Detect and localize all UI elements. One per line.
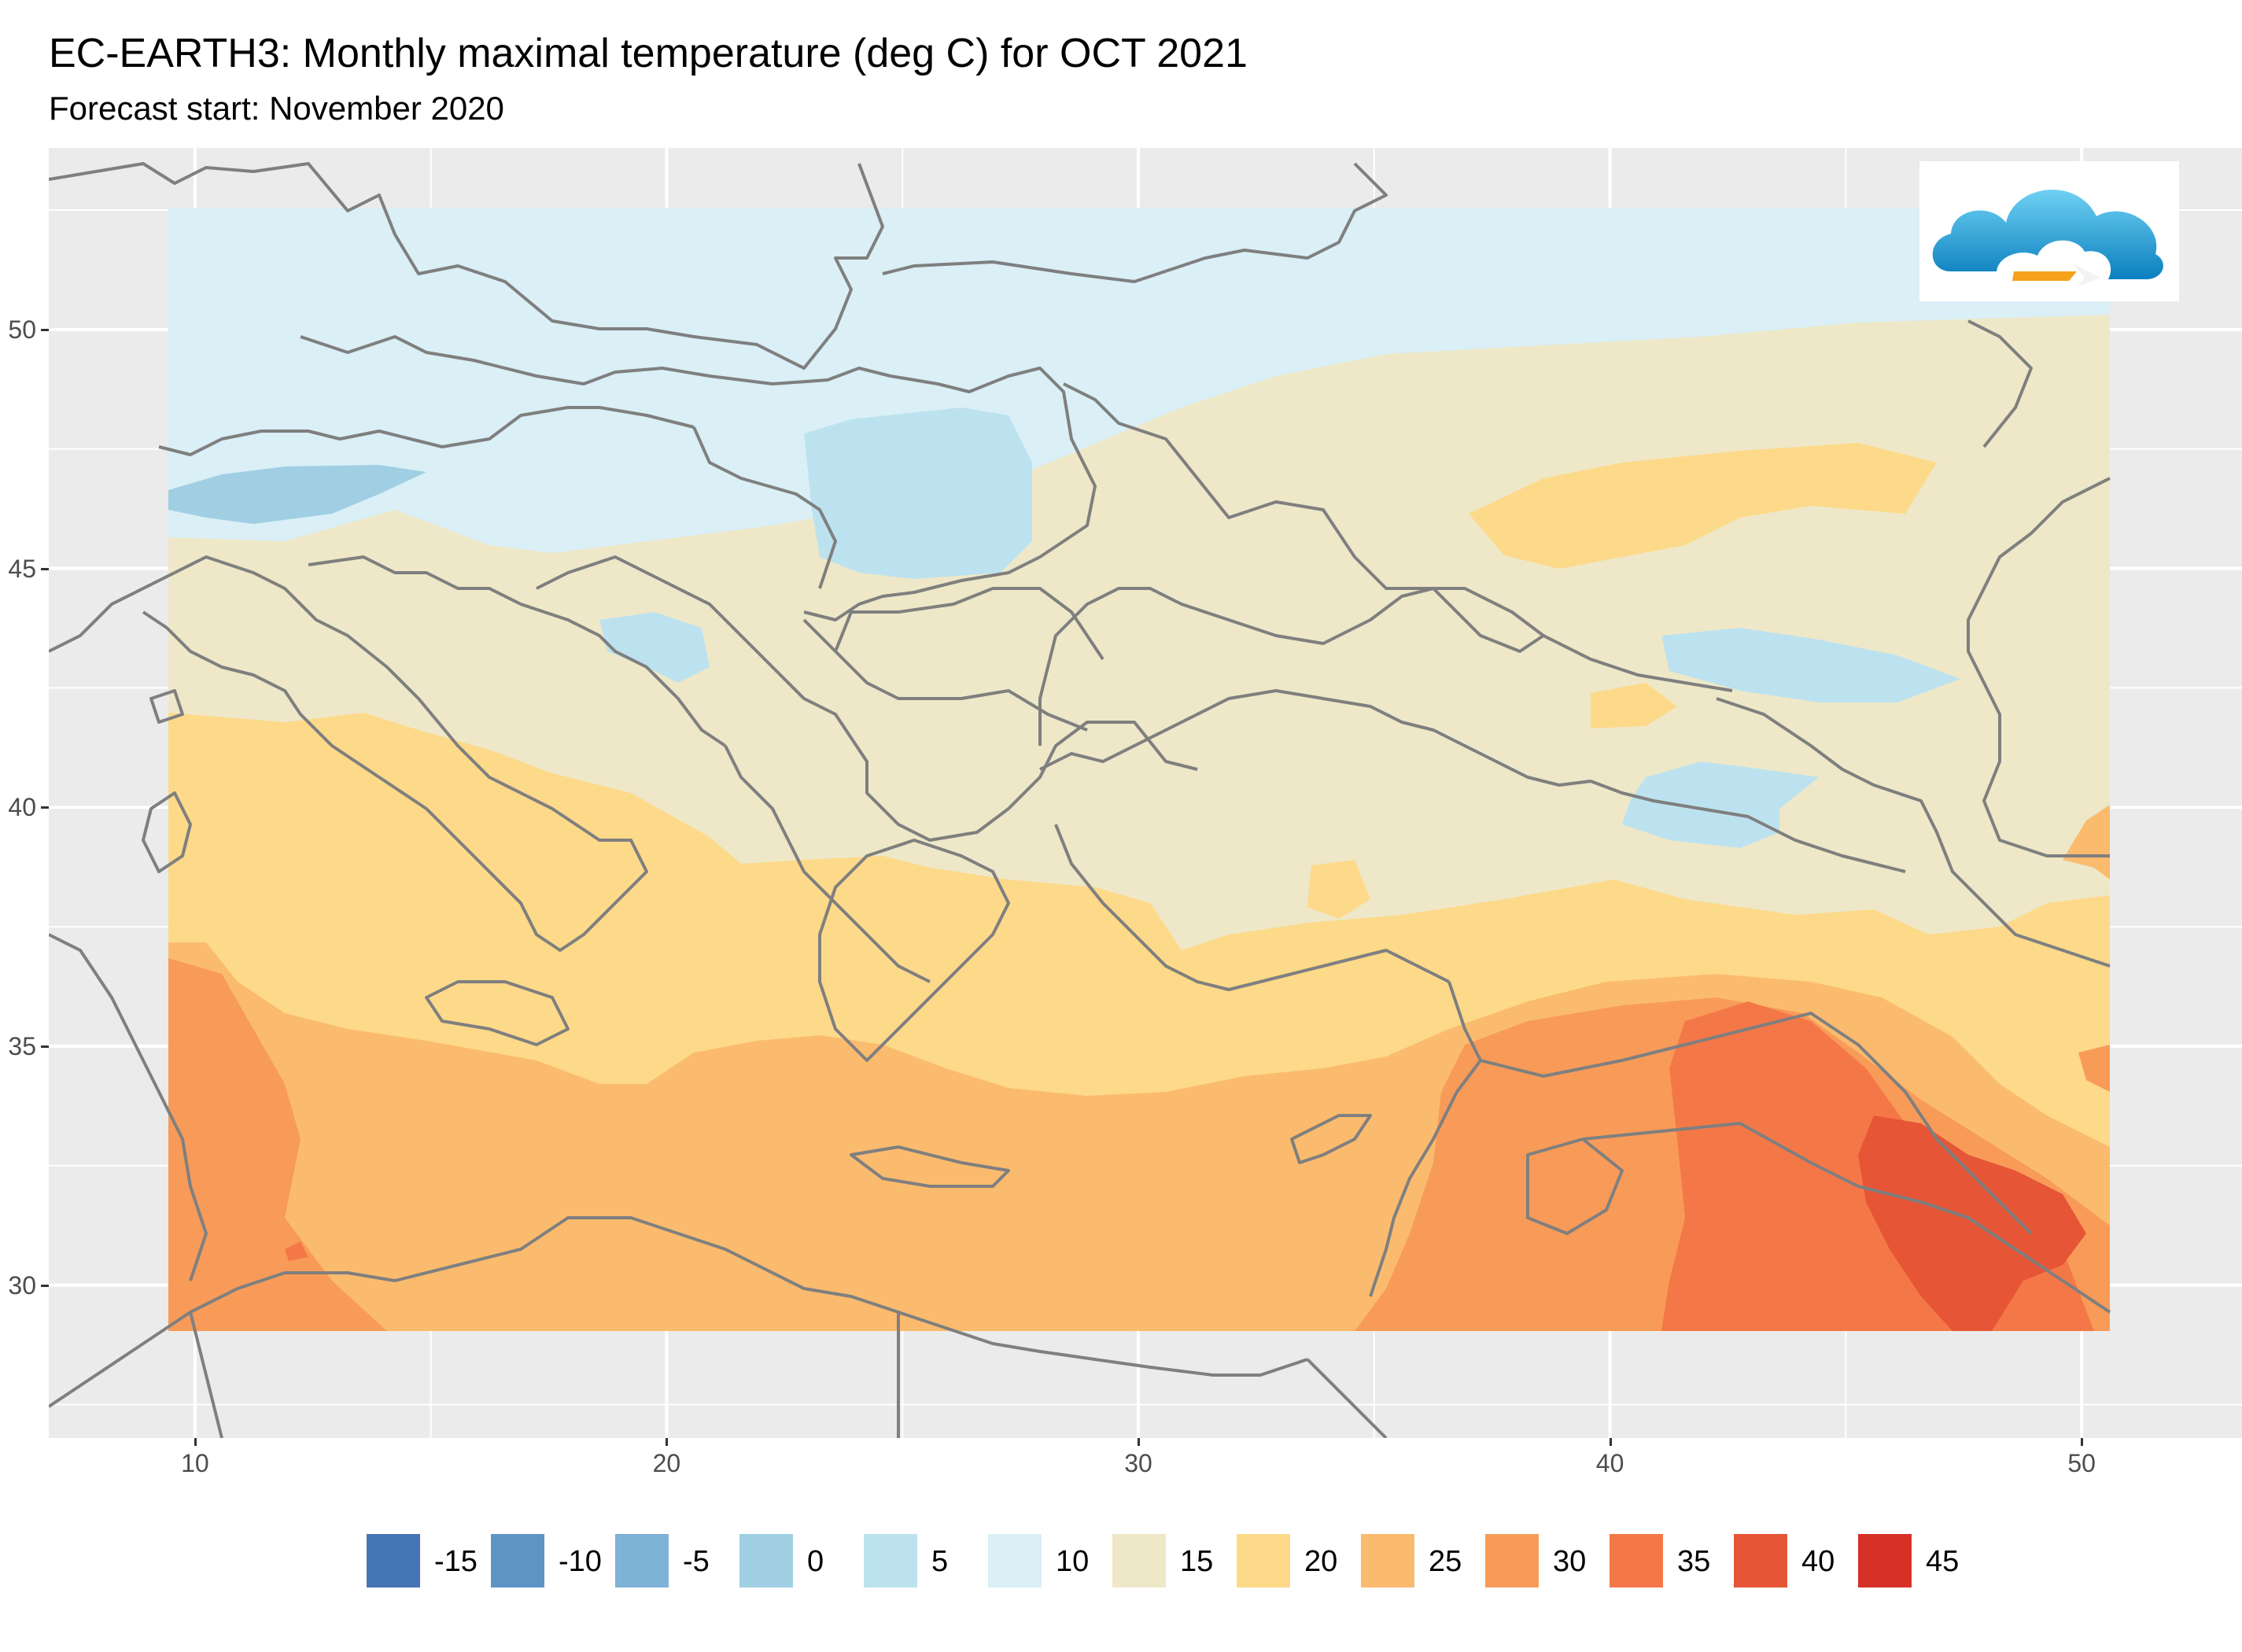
y-tick-mark — [41, 1045, 49, 1048]
legend-label: 35 — [1677, 1545, 1711, 1578]
legend-label: 15 — [1180, 1545, 1214, 1578]
y-tick-mark — [41, 567, 49, 570]
map-subtitle: Forecast start: November 2020 — [49, 90, 504, 127]
legend-swatch — [1858, 1534, 1912, 1587]
field-5-a — [804, 407, 1032, 579]
y-tick-mark — [41, 328, 49, 331]
legend-label: -10 — [559, 1545, 602, 1578]
legend-label: 25 — [1429, 1545, 1462, 1578]
x-tick-mark — [666, 1438, 669, 1446]
y-tick-mark — [41, 1284, 49, 1287]
legend-label: 5 — [931, 1545, 949, 1578]
x-tick-label: 30 — [1124, 1449, 1152, 1477]
legend-swatch — [1237, 1534, 1290, 1587]
field-5-b — [599, 612, 710, 683]
x-tick-label: 10 — [181, 1449, 209, 1477]
legend-label: 30 — [1553, 1545, 1587, 1578]
legend-label: 0 — [807, 1545, 824, 1578]
legend-swatch — [1112, 1534, 1166, 1587]
y-tick-label: 50 — [8, 315, 36, 344]
temperature-field — [168, 208, 2110, 1331]
map-title: EC-EARTH3: Monthly maximal temperature (… — [49, 31, 1248, 76]
field-35 — [285, 1001, 2094, 1331]
y-tick-label: 45 — [8, 554, 36, 583]
legend-swatch — [988, 1534, 1042, 1587]
legend-label: 10 — [1056, 1545, 1090, 1578]
legend-swatch — [615, 1534, 669, 1587]
y-tick-label: 40 — [8, 793, 36, 822]
legend-label: 20 — [1304, 1545, 1338, 1578]
legend-swatch — [739, 1534, 793, 1587]
legend-label: 45 — [1926, 1545, 1960, 1578]
legend-swatch — [1361, 1534, 1414, 1587]
cloud-logo-icon — [1932, 190, 2163, 287]
legend-swatch — [491, 1534, 544, 1587]
legend-swatch — [864, 1534, 917, 1587]
x-tick-mark — [194, 1438, 197, 1446]
temperature-map — [49, 148, 2242, 1438]
field-30 — [168, 958, 2110, 1331]
field-0 — [168, 465, 426, 524]
field-40 — [1858, 1115, 2086, 1331]
x-tick-label: 50 — [2067, 1449, 2096, 1477]
x-tick-label: 20 — [652, 1449, 681, 1477]
legend-label: -5 — [683, 1545, 710, 1578]
x-tick-mark — [1138, 1438, 1140, 1446]
logo — [1919, 161, 2179, 301]
legend-swatch — [1610, 1534, 1663, 1587]
y-tick-label: 35 — [8, 1031, 36, 1060]
y-tick-mark — [41, 806, 49, 809]
legend-swatch — [1485, 1534, 1539, 1587]
country-borders — [49, 162, 2111, 1438]
legend-label: -15 — [434, 1545, 478, 1578]
x-tick-label: 40 — [1595, 1449, 1624, 1477]
legend-swatch — [1734, 1534, 1787, 1587]
x-tick-mark — [1609, 1438, 1612, 1446]
legend-swatch — [367, 1534, 420, 1587]
field-5-c — [1661, 628, 1960, 702]
map-panel[interactable] — [49, 148, 2242, 1438]
x-tick-mark — [2081, 1438, 2084, 1446]
legend-label: 40 — [1801, 1545, 1835, 1578]
y-tick-label: 30 — [8, 1270, 36, 1300]
